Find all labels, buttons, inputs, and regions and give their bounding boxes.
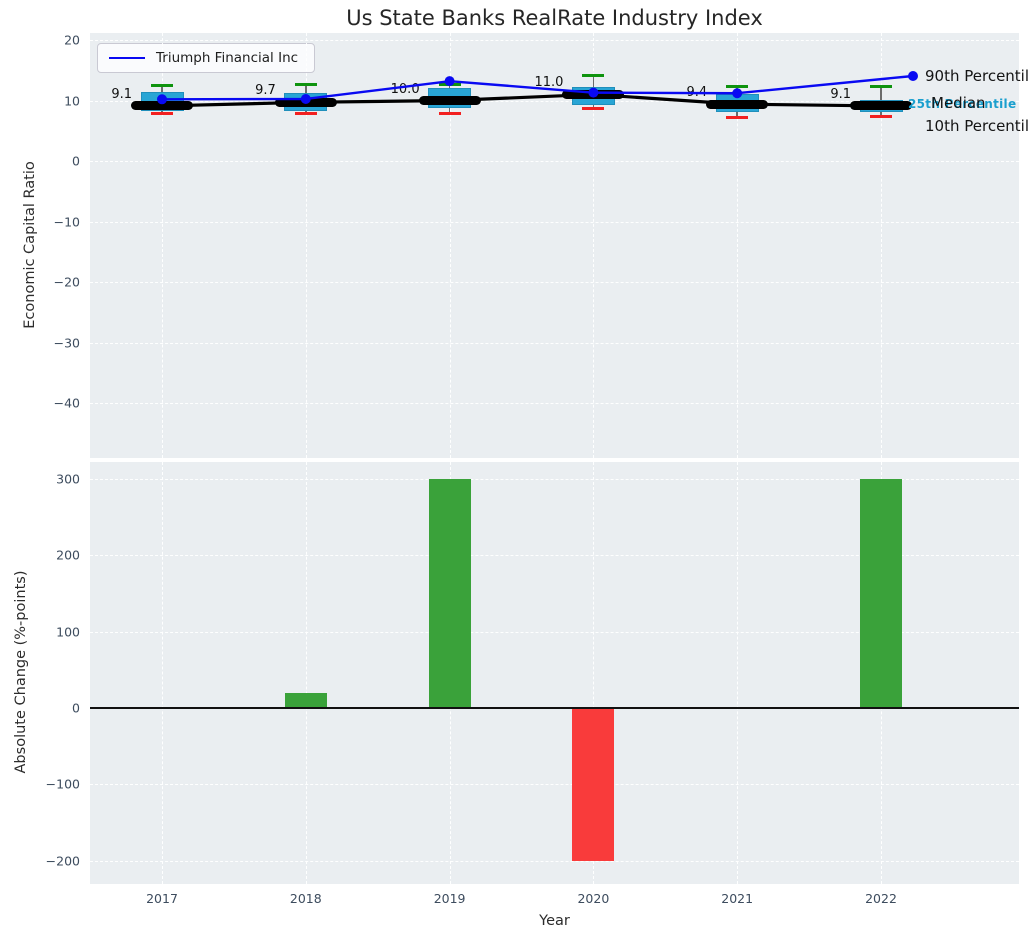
whisker-cap-90th <box>151 84 173 88</box>
y-tick-label: 10 <box>64 93 80 108</box>
y-tick-label: −20 <box>53 274 80 290</box>
legend-box: Triumph Financial Inc <box>97 43 315 73</box>
y-tick-label: −100 <box>45 776 80 792</box>
x-tick-label: 2019 <box>433 891 466 906</box>
gridline-vertical <box>737 462 739 884</box>
gridline-vertical <box>449 33 451 458</box>
triumph-point <box>908 70 918 81</box>
whisker-cap-10th <box>294 111 317 115</box>
gridline-horizontal <box>90 40 1019 41</box>
bar-positive <box>428 479 471 708</box>
median-marker <box>562 89 625 99</box>
gridline-horizontal <box>90 479 1019 481</box>
whisker-cap-90th <box>438 83 461 87</box>
gridline-vertical <box>305 33 307 458</box>
gridline-horizontal <box>90 784 1019 786</box>
whisker-cap-10th <box>151 111 173 115</box>
chart-title: Us State Banks RealRate Industry Index <box>346 6 763 30</box>
median-marker <box>418 96 481 105</box>
y-tick-label: −30 <box>53 335 80 350</box>
gridline-horizontal <box>90 403 1019 404</box>
whisker-cap-10th <box>870 115 892 119</box>
x-axis-label: Year <box>539 913 570 929</box>
x-tick-label: 2021 <box>721 891 754 906</box>
x-tick-label: 2020 <box>577 891 610 906</box>
x-tick-label: 2017 <box>146 891 178 906</box>
gridline-vertical <box>162 33 163 458</box>
label-25th-percentile: 25th Percentile <box>908 97 1017 111</box>
gridline-horizontal <box>90 860 1019 862</box>
y-tick-label: 100 <box>56 624 80 640</box>
y-tick-label: 20 <box>64 32 80 48</box>
gridline-vertical <box>737 33 739 458</box>
whisker-cap-10th <box>726 115 749 119</box>
whisker-cap-90th <box>582 73 605 77</box>
bar-positive <box>284 692 327 708</box>
legend-series-label: Triumph Financial Inc <box>156 50 299 66</box>
median-value-annotation: 10.0 <box>390 81 420 97</box>
median-marker <box>706 99 769 109</box>
y-tick-label: −40 <box>53 395 80 411</box>
gridline-vertical <box>593 462 595 884</box>
y-tick-label: 0 <box>72 700 80 716</box>
bottom-plot-area: 300 200 100 0 −100 −200 2017 2018 2019 2020 2021 20… <box>46 462 1019 906</box>
median-value-annotation: 11.0 <box>534 75 564 91</box>
bar-negative <box>572 708 615 861</box>
gridline-horizontal <box>90 555 1019 557</box>
median-marker <box>274 97 337 107</box>
median-value-annotation: 9.1 <box>830 86 851 102</box>
y-tick-label: 300 <box>56 471 80 487</box>
gridline-horizontal <box>90 161 1019 162</box>
legend-line-swatch <box>109 57 145 59</box>
gridline-horizontal <box>90 221 1019 223</box>
whisker-cap-10th <box>438 111 461 115</box>
x-tick-label: 2018 <box>289 891 322 906</box>
whisker-cap-90th <box>870 85 892 89</box>
gridline-horizontal <box>90 342 1019 344</box>
label-90th-percentile: 90th Percentile <box>925 67 1029 85</box>
x-tick-label: 2022 <box>865 891 897 906</box>
median-marker <box>131 101 193 111</box>
y-tick-label: 0 <box>72 153 80 169</box>
gridline-vertical <box>305 462 307 884</box>
whisker-cap-10th <box>582 107 605 111</box>
median-value-annotation: 9.4 <box>686 85 708 101</box>
gridline-vertical <box>881 33 882 458</box>
gridline-horizontal <box>90 631 1019 633</box>
gridline-vertical <box>593 33 595 458</box>
median-value-annotation: 9.7 <box>255 83 276 99</box>
gridline-horizontal <box>90 282 1019 283</box>
label-median: Median <box>931 94 986 112</box>
median-marker <box>850 101 912 111</box>
label-10th-percentile: 10th Percentile <box>925 117 1029 135</box>
top-plot-area: Triumph Financial Inc 20 10 0 −10 −20 −30 −40 9… <box>54 33 1029 458</box>
gridline-vertical <box>162 462 163 884</box>
y-tick-label: 200 <box>56 547 80 563</box>
whisker-cap-90th <box>294 83 317 87</box>
y-tick-label: −200 <box>45 853 80 869</box>
median-value-annotation: 9.1 <box>111 86 132 102</box>
bar-positive <box>860 479 902 708</box>
whisker-cap-90th <box>726 85 749 89</box>
y-tick-label: −10 <box>53 214 80 229</box>
bottom-y-axis-label: Absolute Change (%-points) <box>13 570 29 774</box>
top-y-axis-label: Economic Capital Ratio <box>22 161 38 329</box>
zero-baseline <box>90 707 1019 709</box>
